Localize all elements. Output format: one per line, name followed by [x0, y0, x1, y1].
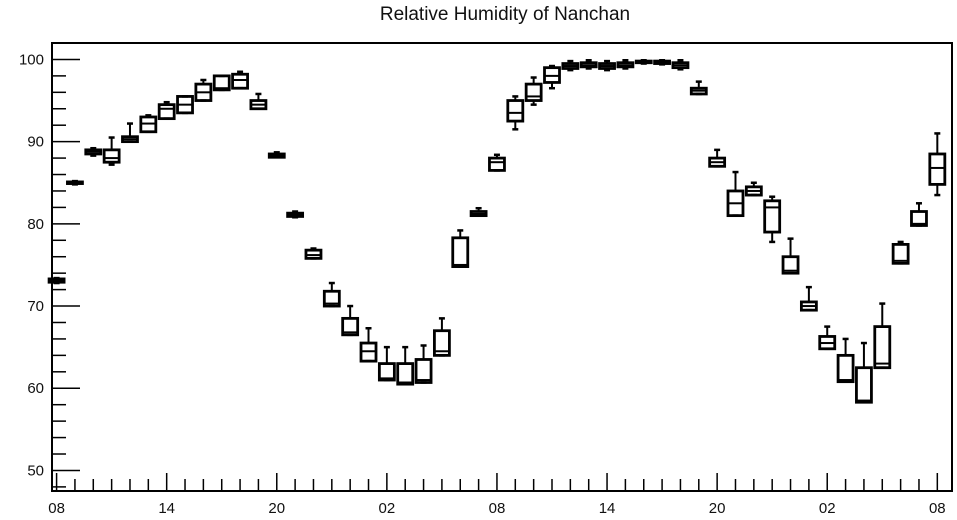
box-mark	[469, 206, 488, 218]
box-body	[506, 99, 525, 123]
x-tick-label: 20	[268, 500, 285, 517]
box-mark	[341, 304, 360, 337]
x-tick-label: 08	[929, 500, 946, 517]
box-mark	[891, 240, 910, 265]
box-mark	[579, 59, 598, 70]
x-tick-label: 08	[489, 500, 506, 517]
box-mark	[928, 132, 947, 197]
box-mark	[855, 341, 873, 404]
x-tick-label: 14	[599, 500, 616, 517]
box-mark	[66, 179, 84, 186]
box-body	[836, 353, 855, 384]
box-mark	[488, 153, 506, 172]
x-tick-label: 08	[48, 500, 65, 517]
box-mark	[818, 325, 837, 351]
box-body	[928, 152, 947, 186]
box-body	[433, 329, 451, 357]
box-mark	[781, 237, 800, 275]
box-mark	[102, 136, 121, 166]
box-mark	[84, 146, 103, 157]
y-tick-label: 80	[27, 216, 44, 233]
box-mark	[176, 95, 194, 115]
y-tick-label: 60	[27, 380, 44, 397]
y-axis: 50 60 70 80 90 100	[19, 42, 80, 488]
box-mark	[598, 59, 616, 72]
box-mark	[139, 114, 158, 134]
box-mark	[433, 317, 451, 357]
box-mark	[121, 122, 139, 144]
box-mark	[671, 59, 690, 71]
box-mark	[359, 326, 378, 363]
box-mark	[194, 78, 213, 102]
box-body	[781, 255, 800, 275]
box-mark	[231, 70, 249, 90]
x-tick-label: 02	[819, 500, 836, 517]
box-mark	[506, 95, 525, 131]
box-body	[891, 242, 910, 265]
box-body	[231, 72, 249, 90]
box-mark	[267, 151, 286, 159]
box-mark	[47, 276, 66, 285]
box-mark	[286, 210, 305, 219]
box-mark	[524, 76, 543, 106]
box-series	[47, 59, 947, 404]
box-body	[396, 362, 415, 386]
x-tick-label: 02	[379, 500, 396, 517]
x-tick-label: 14	[158, 500, 175, 517]
box-body	[524, 82, 543, 102]
box-body	[763, 199, 782, 234]
box-mark	[212, 74, 231, 92]
box-mark	[396, 345, 415, 386]
box-mark	[634, 59, 653, 65]
box-mark	[763, 195, 782, 244]
box-mark	[249, 92, 268, 111]
box-mark	[744, 181, 763, 197]
box-mark	[836, 337, 855, 384]
box-mark	[910, 202, 928, 227]
box-body	[157, 103, 176, 121]
box-body	[212, 74, 231, 92]
box-mark	[726, 170, 745, 218]
y-tick-label: 90	[27, 134, 44, 151]
x-axis: 08 14 20 02 08 14 20 02 08	[48, 473, 946, 517]
box-body	[910, 210, 928, 227]
box-mark	[873, 302, 892, 370]
box-body	[873, 325, 892, 370]
box-body	[341, 316, 360, 337]
chart-title: Relative Humidity of Nanchan	[379, 4, 631, 25]
box-body	[322, 289, 341, 308]
box-body	[414, 358, 433, 384]
box-body	[488, 156, 506, 172]
y-tick-label: 100	[19, 51, 44, 68]
plot-frame	[51, 42, 953, 492]
box-mark	[377, 345, 396, 382]
box-body	[451, 236, 470, 268]
y-tick-label: 50	[27, 462, 44, 479]
box-body	[855, 366, 873, 404]
box-mark	[304, 247, 323, 260]
box-mark	[451, 229, 470, 268]
box-mark	[543, 64, 561, 90]
box-mark	[322, 281, 341, 308]
box-mark	[561, 59, 580, 72]
x-tick-label: 20	[709, 500, 726, 517]
box-mark	[653, 59, 671, 66]
box-mark	[157, 100, 176, 121]
box-body	[102, 148, 121, 164]
box-mark	[414, 344, 433, 384]
box-mark	[708, 148, 727, 168]
box-mark	[616, 59, 635, 70]
box-mark	[799, 285, 818, 312]
box-body	[377, 362, 396, 382]
box-mark	[689, 80, 708, 96]
y-tick-label: 70	[27, 298, 44, 315]
